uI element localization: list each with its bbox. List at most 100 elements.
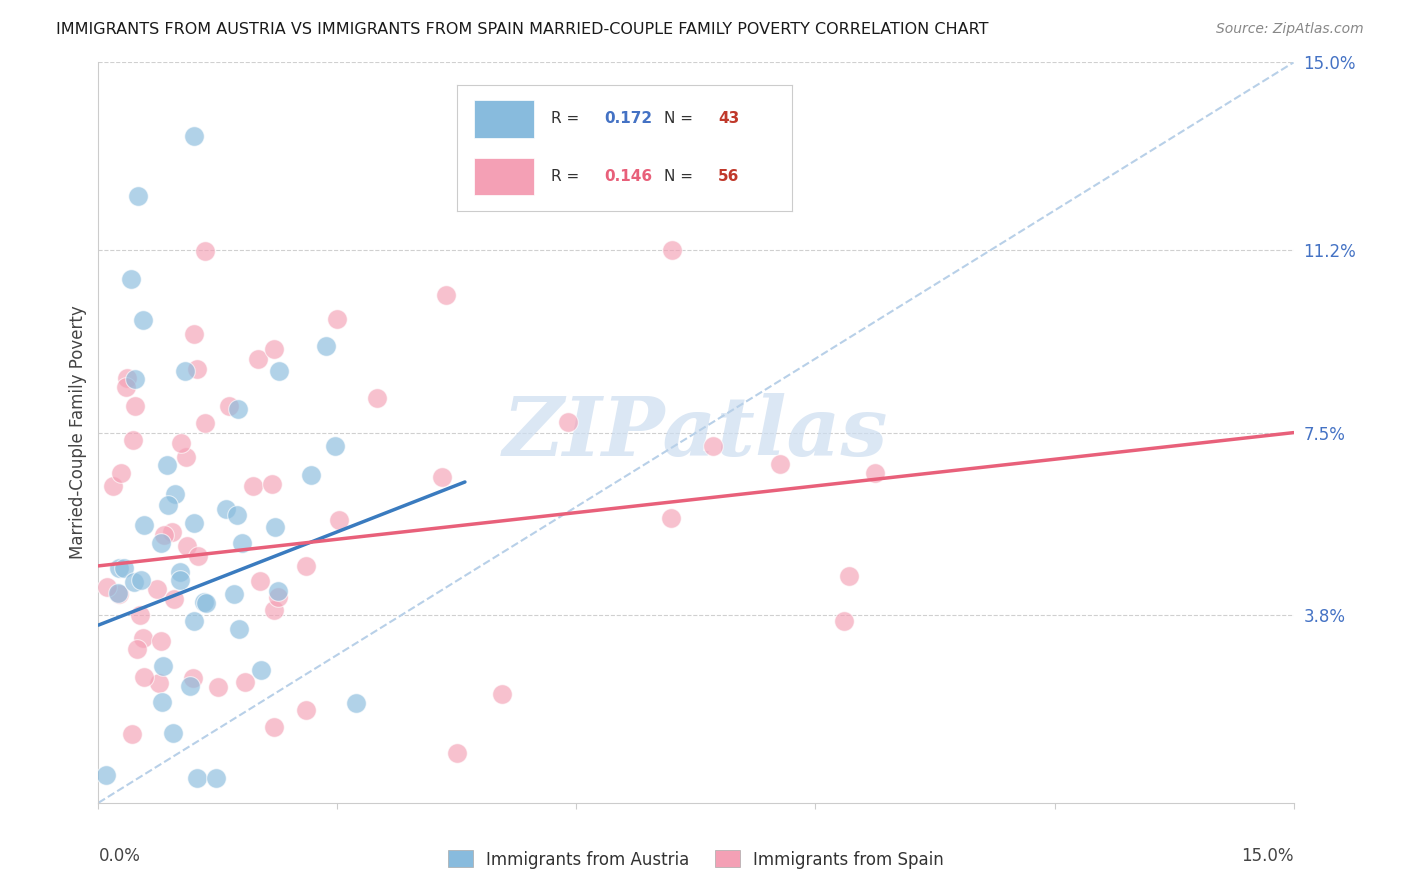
Point: [246, 351, 269, 366]
Point: [110, 466, 132, 480]
Point: [228, 622, 250, 636]
Point: [834, 614, 856, 628]
Point: [295, 559, 318, 574]
Point: [120, 271, 142, 285]
Point: [295, 703, 318, 717]
Point: [121, 726, 143, 740]
Point: [323, 439, 346, 453]
Point: [152, 528, 174, 542]
Point: [156, 498, 179, 512]
Point: [132, 670, 155, 684]
Point: [169, 573, 191, 587]
Point: [194, 416, 217, 430]
Point: [132, 631, 155, 645]
Text: 15.0%: 15.0%: [1241, 847, 1294, 865]
Point: [769, 457, 792, 471]
Point: [129, 573, 152, 587]
Point: [163, 487, 186, 501]
Point: [183, 614, 205, 628]
Point: [108, 587, 131, 601]
Point: [434, 288, 457, 302]
Point: [152, 658, 174, 673]
Point: [183, 129, 205, 144]
Point: [269, 363, 291, 377]
Y-axis label: Married-Couple Family Poverty: Married-Couple Family Poverty: [69, 306, 87, 559]
Point: [863, 466, 886, 480]
Point: [344, 696, 367, 710]
Point: [107, 586, 129, 600]
Point: [134, 517, 156, 532]
Point: [156, 458, 179, 473]
Point: [263, 602, 285, 616]
Point: [215, 501, 238, 516]
Text: 0.0%: 0.0%: [98, 847, 141, 865]
Point: [187, 549, 209, 564]
Point: [170, 436, 193, 450]
Point: [162, 726, 184, 740]
Legend: Immigrants from Austria, Immigrants from Spain: Immigrants from Austria, Immigrants from…: [449, 850, 943, 869]
Point: [225, 508, 247, 522]
Point: [263, 342, 285, 356]
Point: [557, 416, 579, 430]
Text: ZIPatlas: ZIPatlas: [503, 392, 889, 473]
Point: [183, 516, 205, 530]
Point: [263, 720, 285, 734]
Point: [226, 401, 249, 416]
Point: [115, 371, 138, 385]
Point: [186, 771, 208, 785]
Point: [195, 596, 218, 610]
Point: [233, 675, 256, 690]
Point: [174, 364, 197, 378]
Point: [661, 243, 683, 257]
Point: [224, 587, 246, 601]
Point: [124, 399, 146, 413]
Point: [491, 687, 513, 701]
Point: [124, 371, 146, 385]
Point: [264, 520, 287, 534]
Point: [176, 539, 198, 553]
Point: [242, 478, 264, 492]
Point: [163, 592, 186, 607]
Point: [249, 574, 271, 588]
Point: [131, 313, 153, 327]
Point: [207, 680, 229, 694]
Point: [160, 524, 183, 539]
Point: [96, 580, 118, 594]
Point: [366, 391, 388, 405]
Point: [103, 478, 125, 492]
Point: [124, 575, 146, 590]
Point: [149, 535, 172, 549]
Point: [148, 676, 170, 690]
Point: [150, 695, 173, 709]
Point: [250, 663, 273, 677]
Point: [838, 569, 860, 583]
Point: [218, 399, 240, 413]
Point: [96, 768, 118, 782]
Point: [181, 671, 204, 685]
Point: [127, 188, 149, 202]
Point: [183, 326, 205, 341]
Point: [446, 747, 468, 761]
Point: [169, 566, 191, 580]
Point: [186, 362, 208, 376]
Point: [150, 634, 173, 648]
Point: [702, 439, 724, 453]
Point: [328, 513, 350, 527]
Point: [122, 433, 145, 447]
Text: IMMIGRANTS FROM AUSTRIA VS IMMIGRANTS FROM SPAIN MARRIED-COUPLE FAMILY POVERTY C: IMMIGRANTS FROM AUSTRIA VS IMMIGRANTS FR…: [56, 22, 988, 37]
Point: [430, 470, 453, 484]
Point: [267, 590, 290, 604]
Point: [266, 583, 288, 598]
Point: [299, 468, 322, 483]
Point: [127, 642, 149, 657]
Point: [260, 476, 283, 491]
Text: Source: ZipAtlas.com: Source: ZipAtlas.com: [1216, 22, 1364, 37]
Point: [231, 536, 253, 550]
Point: [174, 450, 197, 464]
Point: [659, 511, 682, 525]
Point: [205, 771, 228, 785]
Point: [115, 379, 138, 393]
Point: [107, 560, 129, 574]
Point: [146, 582, 169, 596]
Point: [193, 594, 215, 608]
